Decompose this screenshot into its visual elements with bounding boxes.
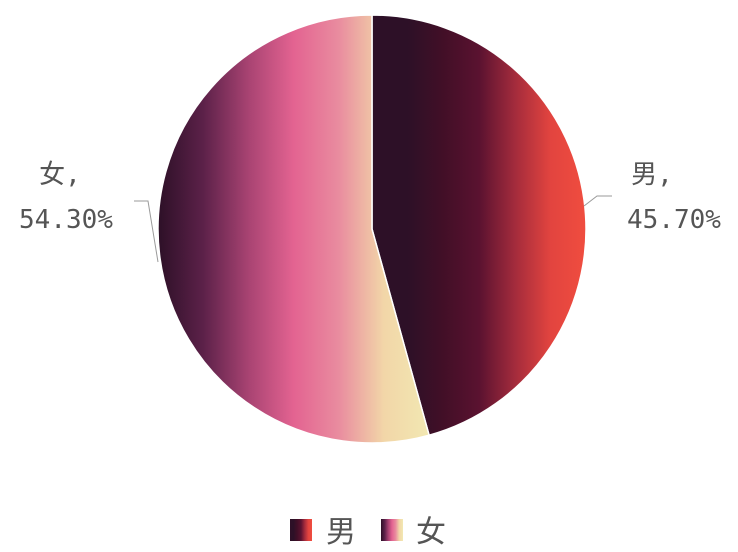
data-label-female-value: 54.30% [19, 205, 113, 235]
legend-swatch-male [290, 519, 312, 541]
data-label-female: 女, 54.30% [19, 160, 113, 235]
legend-swatch-female [381, 519, 403, 541]
data-label-male-name: 男, [631, 160, 673, 190]
pie-slice-female [157, 14, 431, 444]
leader-line-female [134, 200, 159, 263]
pie-slices [157, 14, 587, 444]
data-label-female-name: 女, [39, 160, 81, 190]
data-label-male-value: 45.70% [627, 205, 721, 235]
data-label-male: 男, 45.70% [627, 160, 721, 235]
legend-label-female: 女 [416, 515, 446, 550]
pie-slice-male [371, 14, 587, 437]
legend: 男 女 [290, 515, 446, 550]
leader-lines [134, 195, 612, 263]
leader-line-male [583, 195, 612, 207]
legend-label-male: 男 [326, 515, 356, 550]
